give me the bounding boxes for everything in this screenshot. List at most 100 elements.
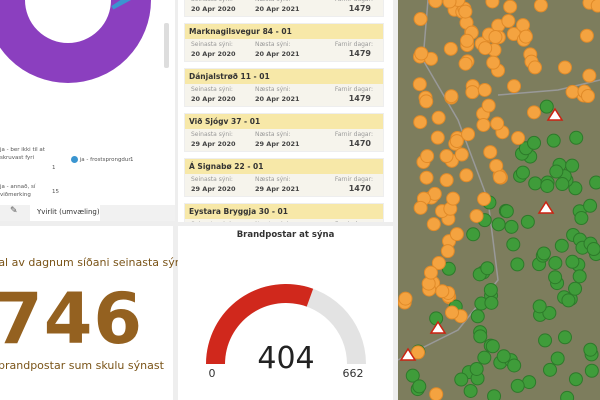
hydrant-ok-marker[interactable] [405,368,420,383]
list-item[interactable]: Dánjalstrøð 11 - 01 Seinasta sýni: Næsta… [184,68,384,107]
hydrant-ok-marker[interactable] [469,361,484,376]
hydrant-pending-marker[interactable] [579,28,594,43]
hydrant-ok-marker[interactable] [568,372,583,387]
hydrant-ok-marker[interactable] [574,211,589,226]
hydrant-ok-marker[interactable] [569,130,584,145]
hydrant-ok-marker[interactable] [565,158,580,173]
hydrant-ok-marker[interactable] [561,293,576,308]
hydrant-pending-marker[interactable] [454,147,469,162]
hydrant-ok-marker[interactable] [429,311,444,326]
hydrant-ok-marker[interactable] [548,255,563,270]
hydrant-pending-marker[interactable] [527,60,542,75]
warning-icon[interactable] [537,200,555,214]
hydrant-pending-marker[interactable] [439,173,454,188]
hydrant-pending-marker[interactable] [507,79,522,94]
hydrant-ok-marker[interactable] [554,238,569,253]
hydrant-pending-marker[interactable] [411,345,426,360]
hydrant-pending-marker[interactable] [429,387,444,400]
hydrant-pending-marker[interactable] [426,217,441,232]
warning-icon[interactable] [546,107,564,121]
hydrant-pending-marker[interactable] [446,191,461,206]
hydrant-pending-marker[interactable] [565,84,580,99]
hydrant-ok-marker[interactable] [538,333,553,348]
hydrant-pending-marker[interactable] [449,134,464,149]
hydrant-ok-marker[interactable] [499,204,514,219]
hydrant-ok-marker[interactable] [483,282,498,297]
hydrant-pending-marker[interactable] [431,256,446,271]
hydrant-pending-marker[interactable] [413,12,428,27]
hydrant-pending-marker[interactable] [511,131,526,146]
hydrant-pending-marker[interactable] [483,145,498,160]
hydrant-ok-marker[interactable] [568,281,583,296]
hydrant-pending-marker[interactable] [458,4,473,19]
hydrant-ok-marker[interactable] [520,214,535,229]
hydrant-pending-marker[interactable] [582,68,597,83]
map-view[interactable] [398,0,600,400]
hydrant-pending-marker[interactable] [423,265,438,280]
hydrant-pending-marker[interactable] [419,170,434,185]
hydrant-pending-marker[interactable] [478,41,493,56]
hydrant-ok-marker[interactable] [528,176,543,191]
hydrant-ok-marker[interactable] [504,219,519,234]
hydrant-ok-marker[interactable] [480,261,495,276]
hydrant-ok-marker[interactable] [463,383,478,398]
tab-overview[interactable]: Yvirlit (umvæling) [30,205,100,221]
hydrant-ok-marker[interactable] [584,363,599,378]
hydrant-pending-marker[interactable] [444,89,459,104]
hydrant-ok-marker[interactable] [507,358,522,373]
hydrant-ok-marker[interactable] [536,246,551,261]
hydrant-pending-marker[interactable] [503,0,518,14]
hydrant-pending-marker[interactable] [412,77,427,92]
donut-slice-main[interactable] [0,0,151,83]
hydrant-pending-marker[interactable] [414,46,429,61]
hydrant-pending-marker[interactable] [481,98,496,113]
hydrant-pending-marker[interactable] [533,0,548,13]
hydrant-pending-marker[interactable] [590,0,600,13]
hydrant-ok-marker[interactable] [583,342,598,357]
hydrant-pending-marker[interactable] [430,130,445,145]
hydrant-pending-marker[interactable] [469,208,484,223]
hydrant-ok-marker[interactable] [412,379,427,394]
hydrant-ok-marker[interactable] [491,217,506,232]
hydrant-pending-marker[interactable] [398,291,413,306]
hydrant-pending-marker[interactable] [431,110,446,125]
hydrant-pending-marker[interactable] [490,116,505,131]
hydrant-ok-marker[interactable] [583,198,598,213]
hydrant-ok-marker[interactable] [527,135,542,150]
hydrant-ok-marker[interactable] [550,351,565,366]
hydrant-ok-marker[interactable] [586,242,600,257]
hydrant-pending-marker[interactable] [442,0,457,9]
hydrant-ok-marker[interactable] [572,269,587,284]
hydrant-pending-marker[interactable] [445,305,460,320]
hydrant-ok-marker[interactable] [543,362,558,377]
hydrant-ok-marker[interactable] [542,305,557,320]
hydrant-pending-marker[interactable] [485,0,500,9]
hydrant-pending-marker[interactable] [486,55,501,70]
hydrant-ok-marker[interactable] [540,178,555,193]
hydrant-ok-marker[interactable] [565,254,580,269]
map-layer[interactable] [398,0,600,400]
hydrant-ok-marker[interactable] [557,330,572,345]
list-item[interactable]: Við Sjógv 37 - 01 Seinasta sýni: Næsta s… [184,113,384,152]
hydrant-ok-marker[interactable] [555,177,570,192]
hydrant-ok-marker[interactable] [487,389,502,400]
hydrant-ok-marker[interactable] [546,133,561,148]
hydrant-pending-marker[interactable] [435,284,450,299]
hydrant-pending-marker[interactable] [413,200,428,215]
hydrant-pending-marker[interactable] [461,127,476,142]
hydrant-ok-marker[interactable] [532,299,547,314]
hydrant-ok-marker[interactable] [473,329,488,344]
hydrant-pending-marker[interactable] [557,60,572,75]
hydrant-ok-marker[interactable] [485,339,500,354]
hydrant-pending-marker[interactable] [439,149,454,164]
hydrant-ok-marker[interactable] [560,390,575,400]
hydrant-pending-marker[interactable] [476,117,491,132]
warning-icon[interactable] [429,320,447,334]
hydrant-ok-marker[interactable] [506,237,521,252]
hydrant-pending-marker[interactable] [413,115,428,130]
list-item[interactable]: Eystara Bryggja 30 - 01 Seinasta sýni: N… [184,203,384,222]
hydrant-pending-marker[interactable] [458,56,473,71]
hydrant-ok-marker[interactable] [466,227,481,242]
hydrant-pending-marker[interactable] [449,227,464,242]
hydrant-ok-marker[interactable] [515,165,530,180]
